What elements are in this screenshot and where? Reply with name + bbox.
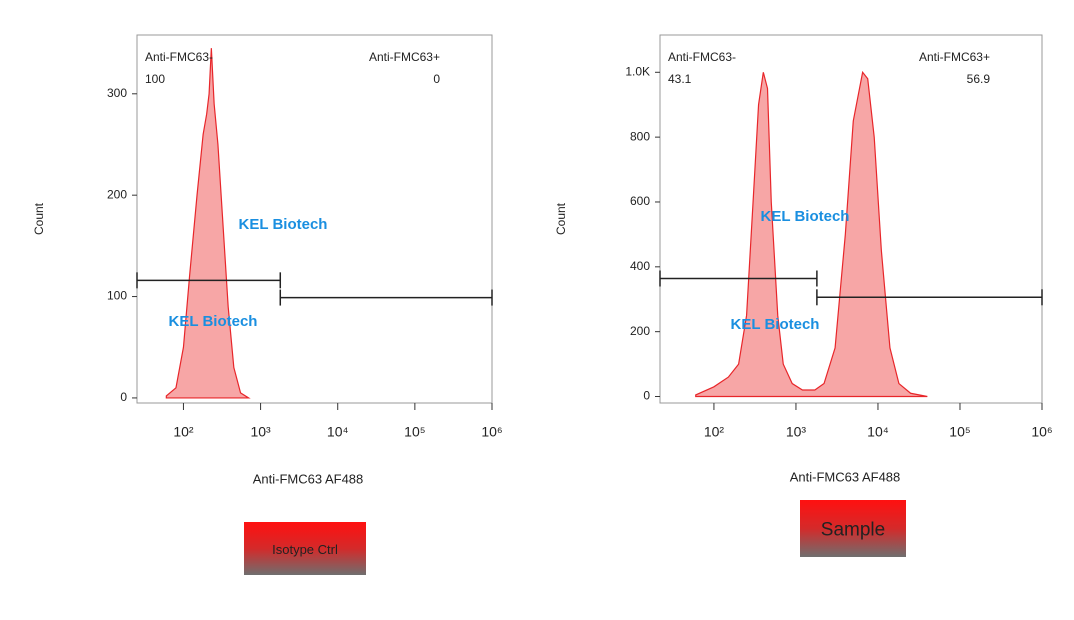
gate-name: Anti-FMC63- <box>668 50 736 64</box>
watermark: KEL Biotech <box>169 313 258 330</box>
x-axis-label: Anti-FMC63 AF488 <box>253 471 364 486</box>
watermark: KEL Biotech <box>239 216 328 233</box>
y-tick-label: 0 <box>643 389 650 403</box>
x-tick-label: 10³ <box>250 424 271 440</box>
y-tick-label: 200 <box>630 324 650 338</box>
gate-name: Anti-FMC63+ <box>919 50 990 64</box>
x-tick-label: 10⁶ <box>1031 424 1052 440</box>
label-button-text: Sample <box>821 520 885 541</box>
plot-frame <box>659 34 1043 404</box>
gate-percent: 56.9 <box>967 72 991 86</box>
gate-percent: 100 <box>145 72 165 86</box>
y-tick-label: 0 <box>120 390 127 404</box>
x-axis-label: Anti-FMC63 AF488 <box>790 469 901 484</box>
x-tick-label: 10⁴ <box>327 424 349 440</box>
y-axis-label: Count <box>554 202 568 235</box>
x-tick-label: 10² <box>704 424 725 440</box>
y-tick-label: 1.0K <box>625 64 650 78</box>
y-tick-label: 600 <box>630 194 650 208</box>
y-axis-label: Count <box>32 202 46 235</box>
label-button <box>800 500 906 557</box>
watermark: KEL Biotech <box>761 208 850 225</box>
y-tick-label: 200 <box>107 187 127 201</box>
label-button-text: Isotype Ctrl <box>272 542 338 557</box>
y-tick-label: 100 <box>107 289 127 303</box>
x-tick-label: 10⁶ <box>481 424 502 440</box>
plot-frame <box>136 34 493 404</box>
y-tick-label: 400 <box>630 259 650 273</box>
histogram-area <box>695 70 928 398</box>
gate-percent: 0 <box>433 72 440 86</box>
gate-name: Anti-FMC63- <box>145 50 213 64</box>
y-tick-label: 800 <box>630 129 650 143</box>
label-button <box>244 522 366 575</box>
gate-name: Anti-FMC63+ <box>369 50 440 64</box>
histogram-area <box>165 48 251 399</box>
x-tick-label: 10² <box>173 424 194 440</box>
x-tick-label: 10⁵ <box>949 424 970 440</box>
gate-percent: 43.1 <box>668 72 692 86</box>
y-tick-label: 300 <box>107 86 127 100</box>
x-tick-label: 10⁴ <box>867 424 889 440</box>
x-tick-label: 10⁵ <box>404 424 425 440</box>
watermark: KEL Biotech <box>731 316 820 333</box>
x-tick-label: 10³ <box>786 424 807 440</box>
